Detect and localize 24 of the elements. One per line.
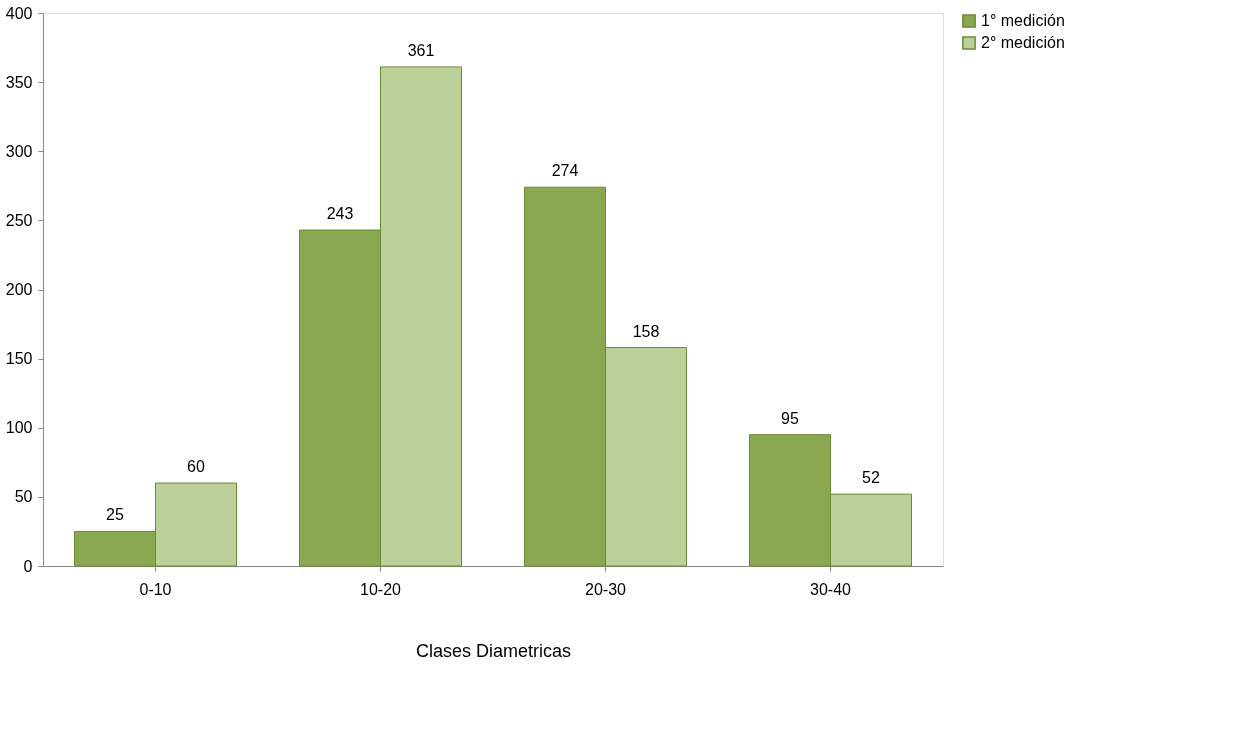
data-label: 95 bbox=[781, 409, 799, 427]
data-label: 361 bbox=[407, 41, 435, 59]
y-tick-label: 250 bbox=[5, 211, 33, 229]
x-tick-label: 20-30 bbox=[585, 580, 627, 598]
data-label: 158 bbox=[632, 322, 660, 340]
y-tick-label: 300 bbox=[5, 142, 33, 160]
x-tick-label: 10-20 bbox=[360, 580, 402, 598]
data-label: 25 bbox=[106, 506, 124, 524]
y-tick-label: 50 bbox=[14, 488, 33, 506]
x-tick-label: 0-10 bbox=[139, 580, 172, 598]
x-tick-label: 30-40 bbox=[810, 580, 852, 598]
data-label: 274 bbox=[551, 162, 579, 180]
y-tick-label: 350 bbox=[5, 73, 33, 91]
legend-label: 1° medición bbox=[981, 12, 1065, 29]
legend-label: 2° medición bbox=[981, 34, 1065, 51]
y-tick-label: 200 bbox=[5, 281, 33, 298]
data-label: 60 bbox=[187, 458, 205, 476]
data-label: 52 bbox=[862, 469, 880, 487]
y-tick-label: 0 bbox=[23, 557, 33, 575]
y-tick-label: 400 bbox=[5, 4, 33, 22]
data-label: 243 bbox=[326, 205, 354, 223]
y-tick-label: 100 bbox=[5, 419, 33, 437]
x-axis-title: Clases Diametricas bbox=[415, 640, 572, 661]
y-tick-label: 150 bbox=[5, 350, 33, 368]
